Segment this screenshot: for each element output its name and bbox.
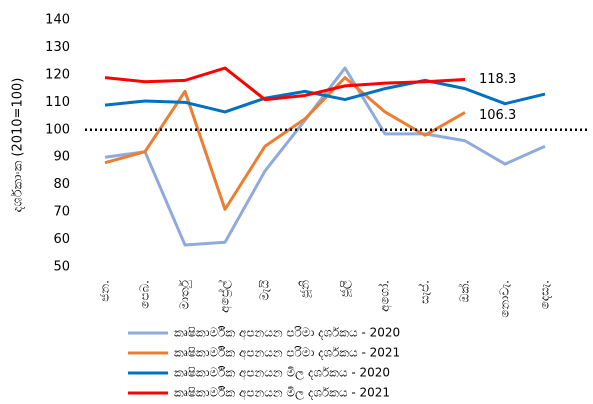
y-tick-label: 80: [53, 177, 70, 192]
series-line: [104, 78, 546, 114]
x-tick-label: සැප්.: [417, 280, 431, 304]
x-tick-label: අප්‍රේල්: [217, 280, 232, 313]
y-tick-label: 120: [45, 67, 70, 82]
x-tick-label: අගෝ.: [378, 280, 393, 312]
y-tick-label: 130: [45, 40, 70, 55]
y-tick-label: 100: [45, 122, 70, 137]
y-tick-label: 50: [53, 260, 70, 275]
x-tick-label: නොවැ.: [498, 280, 512, 318]
series-line: [104, 76, 466, 211]
series-line: [104, 66, 466, 102]
x-tick-label: මැයි: [258, 280, 272, 301]
x-tick-label: ජූලි: [338, 280, 353, 297]
data-label: 118.3: [479, 72, 516, 87]
x-tick-label: ජන.: [98, 280, 112, 302]
y-axis-title: දර්ශකාංක (2010=100): [10, 78, 26, 213]
data-label: 106.3: [479, 108, 516, 123]
x-tick-label: දෙසැ.: [538, 280, 552, 309]
x-tick-label: මාර්තු: [178, 279, 192, 309]
legend-label: කෘෂිකාර්මික අපනයන පරිමා දර්ශකය - 2020: [174, 326, 400, 341]
legend-label: කෘෂිකාර්මික අපනයන මිල දර්ශකය - 2020: [174, 366, 390, 381]
y-tick-label: 140: [45, 13, 70, 28]
x-tick-label: ජූනි: [298, 280, 313, 298]
y-tick-label: 90: [53, 150, 70, 165]
legend-label: කෘෂිකාර්මික අපනයන මිල දර්ශකය - 2021: [174, 386, 390, 401]
y-tick-label: 60: [53, 232, 70, 247]
x-tick-label: පෙබ.: [138, 280, 152, 309]
x-tick-label: ඔක්.: [457, 280, 471, 302]
legend-label: කෘෂිකාර්මික අපනයන පරිමා දර්ශකය - 2021: [174, 346, 400, 361]
y-tick-label: 70: [53, 205, 70, 220]
y-tick-label: 110: [45, 95, 70, 110]
